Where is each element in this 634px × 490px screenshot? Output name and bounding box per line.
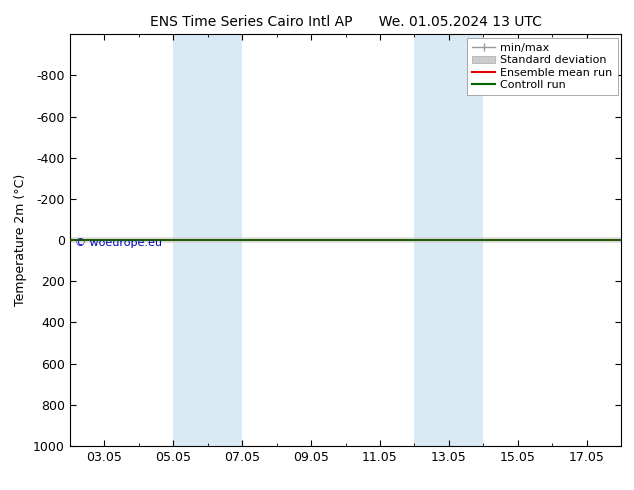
Y-axis label: Temperature 2m (°C): Temperature 2m (°C) <box>15 174 27 306</box>
Title: ENS Time Series Cairo Intl AP      We. 01.05.2024 13 UTC: ENS Time Series Cairo Intl AP We. 01.05.… <box>150 15 541 29</box>
Text: © woeurope.eu: © woeurope.eu <box>75 238 162 248</box>
Bar <box>415 34 483 446</box>
Bar <box>173 34 242 446</box>
Legend: min/max, Standard deviation, Ensemble mean run, Controll run: min/max, Standard deviation, Ensemble me… <box>467 38 618 96</box>
